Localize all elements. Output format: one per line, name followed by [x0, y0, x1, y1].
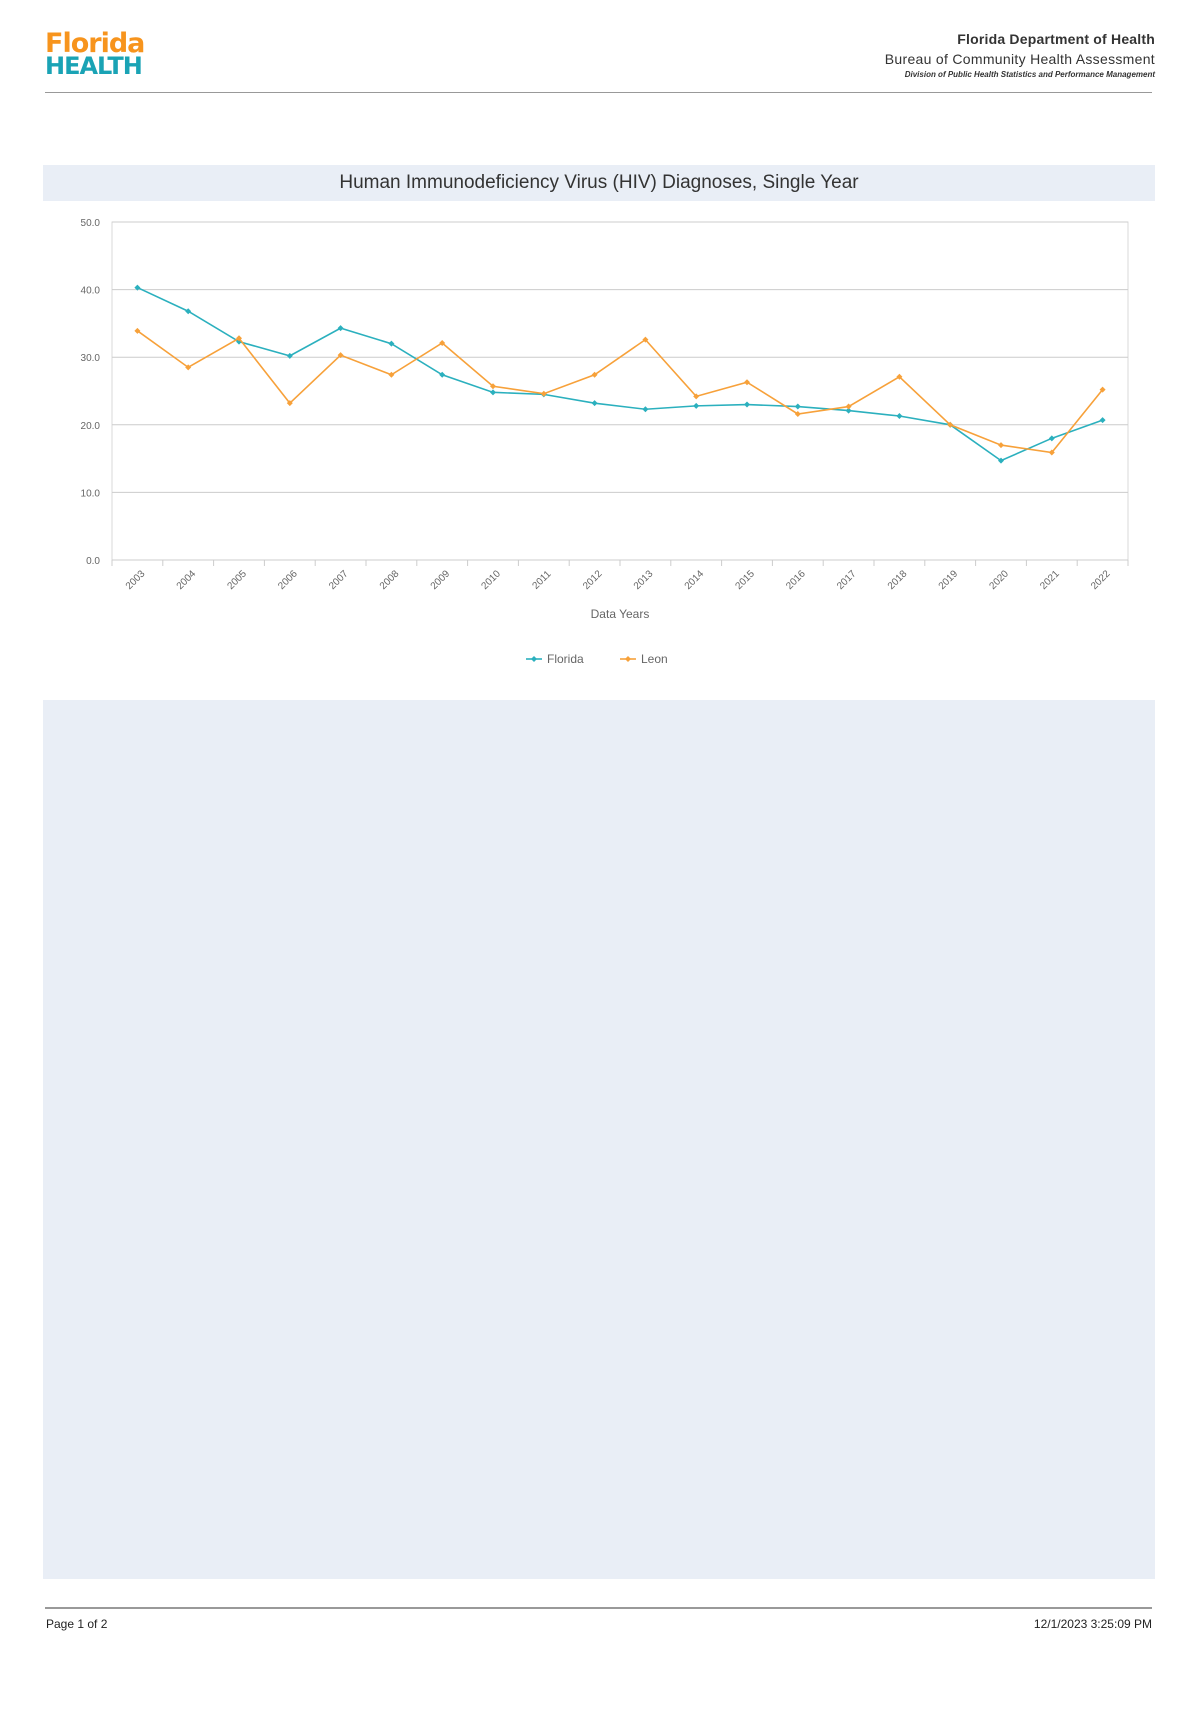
- y-tick-label: 30.0: [81, 353, 101, 364]
- data-point-marker: [794, 403, 801, 410]
- data-point-marker: [896, 373, 903, 380]
- x-tick-label: 2011: [531, 568, 554, 591]
- legend-marker-icon: [531, 656, 537, 662]
- y-tick-label: 20.0: [81, 421, 101, 432]
- data-point-marker: [490, 383, 496, 390]
- footer-divider: [45, 1607, 1152, 1609]
- chart-legend: Florida Leon: [526, 652, 668, 666]
- data-point-marker: [236, 335, 242, 342]
- data-point-marker: [591, 371, 598, 378]
- data-point-marker: [337, 325, 344, 332]
- x-tick-label: 2017: [835, 568, 859, 592]
- x-tick-label: 2009: [429, 568, 453, 592]
- svg-text:Leon: Leon: [641, 652, 668, 666]
- legend-item-leon[interactable]: Leon: [620, 652, 668, 666]
- x-tick-label: 2004: [175, 568, 199, 592]
- data-point-marker: [591, 400, 598, 407]
- x-tick-label: 2005: [225, 568, 249, 592]
- data-point-marker: [185, 364, 192, 371]
- chart-series: [134, 284, 1106, 464]
- secondary-panel: [43, 700, 1155, 1579]
- data-point-marker: [388, 371, 395, 378]
- y-tick-label: 50.0: [81, 218, 101, 229]
- x-tick-label: 2021: [1038, 568, 1062, 592]
- x-tick-label: 2006: [276, 568, 300, 592]
- x-tick-label: 2022: [1089, 568, 1113, 592]
- data-point-marker: [185, 308, 192, 315]
- series-line-florida: [137, 286, 1103, 462]
- data-point-marker: [286, 352, 293, 359]
- x-tick-label: 2003: [124, 568, 148, 592]
- bureau-name: Bureau of Community Health Assessment: [884, 51, 1155, 67]
- data-point-marker: [642, 406, 649, 413]
- data-point-marker: [947, 421, 954, 428]
- data-point-marker: [286, 400, 293, 407]
- page-number: Page 1 of 2: [46, 1617, 108, 1631]
- svg-text:Florida: Florida: [547, 652, 584, 666]
- data-point-marker: [388, 340, 395, 347]
- data-point-marker: [1048, 449, 1055, 456]
- data-point-marker: [998, 457, 1004, 464]
- data-point-marker: [439, 340, 446, 347]
- x-tick-label: 2007: [327, 568, 351, 592]
- data-point-marker: [693, 393, 700, 400]
- data-point-marker: [337, 352, 344, 359]
- x-tick-label: 2013: [632, 568, 656, 592]
- data-point-marker: [1099, 386, 1106, 393]
- data-point-marker: [540, 390, 547, 397]
- series-line-leon: [136, 330, 1104, 454]
- data-point-marker: [693, 402, 700, 409]
- x-tick-label: 2014: [683, 568, 707, 592]
- legend-marker-icon: [625, 656, 631, 662]
- data-point-marker: [744, 379, 750, 386]
- data-point-marker: [134, 327, 141, 334]
- org-name: Florida Department of Health: [957, 31, 1155, 47]
- x-axis-label: Data Years: [591, 607, 650, 621]
- data-point-marker: [439, 371, 446, 378]
- data-point-marker: [642, 336, 649, 343]
- y-axis-ticks: 0.0 10.0 20.0 30.0 40.0 50.0: [81, 218, 101, 567]
- header-divider: [45, 92, 1152, 93]
- chart-gridlines: [111, 221, 1129, 566]
- x-tick-label: 2019: [937, 568, 961, 592]
- chart-title: Human Immunodeficiency Virus (HIV) Diagn…: [339, 172, 859, 193]
- data-point-marker: [1048, 435, 1055, 442]
- data-point-marker: [134, 284, 141, 291]
- division-name: Division of Public Health Statistics and…: [904, 70, 1155, 79]
- line-chart: 0.0 10.0 20.0 30.0 40.0 50.0 2003 2004 2005 2006…: [81, 218, 1129, 666]
- x-axis-ticks: 2003 2004 2005 2006 2007 2008 2009 2010 2011 2012…: [124, 568, 1113, 592]
- data-point-marker: [845, 407, 852, 414]
- report-timestamp: 12/1/2023 3:25:09 PM: [1033, 1617, 1152, 1631]
- header-org-block: Florida Department of Health Bureau of C…: [885, 31, 1155, 79]
- florida-health-logo: Florida HEALTH: [45, 28, 145, 80]
- data-point-marker: [896, 413, 903, 420]
- data-point-marker: [490, 389, 496, 396]
- chart-title-bar: Human Immunodeficiency Virus (HIV) Diagn…: [43, 165, 1155, 201]
- x-tick-label: 2010: [479, 568, 503, 592]
- x-tick-label: 2012: [581, 568, 605, 592]
- legend-item-florida[interactable]: Florida: [526, 652, 584, 666]
- logo-line2: HEALTH: [45, 52, 143, 80]
- y-tick-label: 0.0: [86, 556, 100, 567]
- x-tick-label: 2015: [733, 568, 757, 592]
- data-point-marker: [1099, 417, 1106, 424]
- x-tick-label: 2008: [378, 568, 402, 592]
- y-tick-label: 10.0: [81, 488, 101, 499]
- data-point-marker: [998, 442, 1004, 449]
- x-tick-label: 2016: [784, 568, 808, 592]
- logo-line1: Florida: [45, 28, 145, 59]
- data-point-marker: [845, 403, 852, 410]
- x-tick-label: 2020: [987, 568, 1011, 592]
- y-tick-label: 40.0: [81, 286, 101, 297]
- data-point-marker: [744, 401, 750, 408]
- data-point-marker: [794, 410, 801, 417]
- x-tick-label: 2018: [886, 568, 910, 592]
